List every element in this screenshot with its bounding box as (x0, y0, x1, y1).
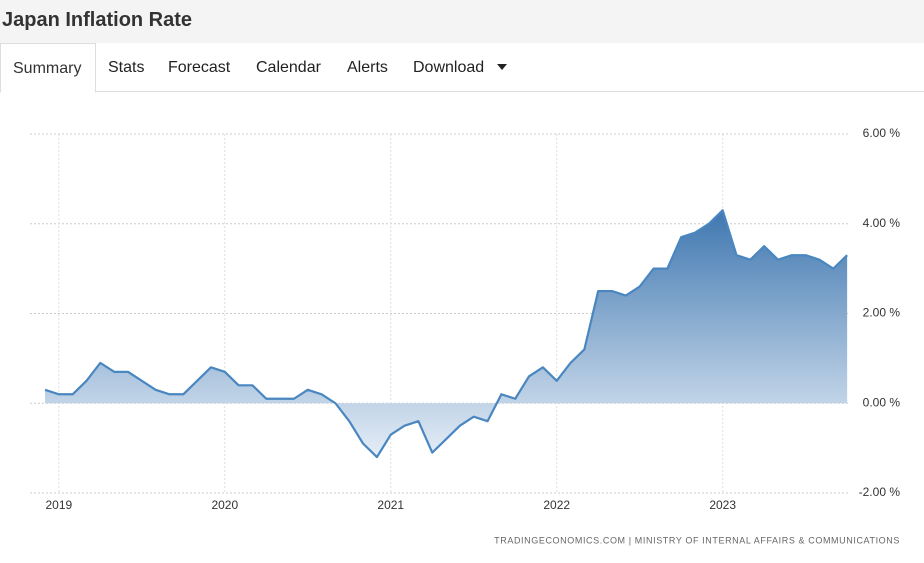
tab[interactable]: Forecast (168, 59, 231, 76)
chart: -2.00 % 0.00 % 2.00 % 4.00 % 6.00 % 2019 2020 2… (30, 126, 901, 545)
x-tick-label: 2022 (543, 498, 570, 512)
tab[interactable]: Download (413, 59, 485, 76)
tab[interactable]: Calendar (256, 59, 321, 76)
tab-bar: Summary Stats Forecast Calendar Alerts D… (0, 43, 924, 93)
page-title: Japan Inflation Rate (2, 9, 193, 31)
tab[interactable]: Summary (0, 43, 96, 93)
line (44, 209, 848, 459)
tab[interactable]: Alerts (347, 59, 388, 76)
y-tick-label: 4.00 % (863, 216, 901, 230)
y-tick-label: -2.00 % (859, 485, 901, 499)
area (45, 210, 848, 458)
x-tick-label: 2021 (377, 498, 404, 512)
y-tick-label: 2.00 % (863, 306, 901, 320)
source-note: TRADINGECONOMICS.COM | MINISTRY OF INTER… (494, 535, 900, 545)
dropdown-caret (497, 64, 507, 70)
x-tick-label: 2023 (709, 498, 736, 512)
header: Japan Inflation Rate (0, 0, 924, 43)
y-tick-label: 6.00 % (863, 126, 901, 140)
x-tick-label: 2019 (45, 498, 72, 512)
y-tick-label: 0.00 % (863, 395, 901, 409)
x-tick-label: 2020 (211, 498, 238, 512)
tab[interactable]: Stats (108, 59, 145, 76)
